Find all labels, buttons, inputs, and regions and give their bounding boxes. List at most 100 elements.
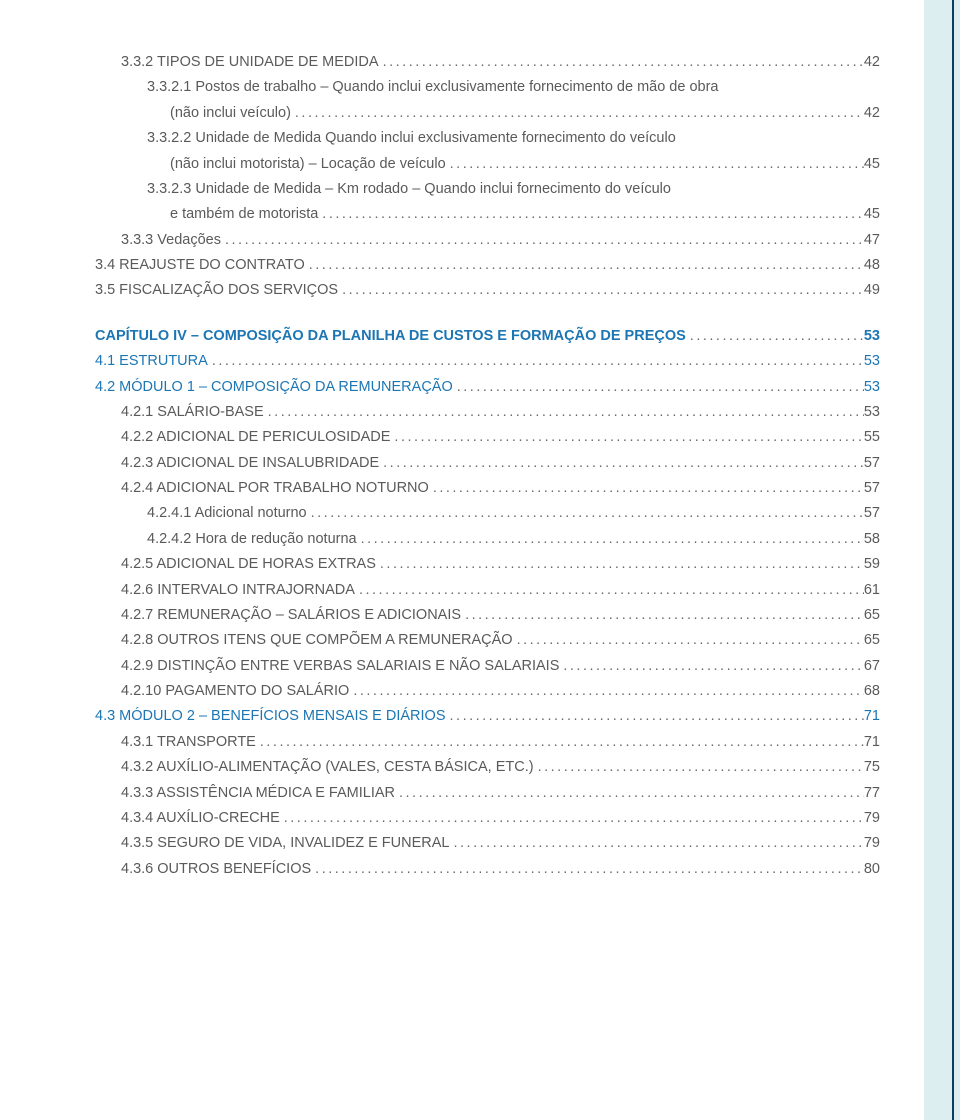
toc-line: 4.2.3 ADICIONAL DE INSALUBRIDADE........…: [95, 451, 880, 476]
toc-line: (não inclui motorista) – Locação de veíc…: [95, 152, 880, 177]
toc-label: 3.3.2.2 Unidade de Medida Quando inclui …: [147, 126, 676, 151]
toc-label: 4.2.7 REMUNERAÇÃO – SALÁRIOS E ADICIONAI…: [121, 603, 461, 628]
toc-line: 4.2.6 INTERVALO INTRAJORNADA............…: [95, 578, 880, 603]
toc-label: 4.2.9 DISTINÇÃO ENTRE VERBAS SALARIAIS E…: [121, 654, 559, 679]
toc-line: 4.2.9 DISTINÇÃO ENTRE VERBAS SALARIAIS E…: [95, 654, 880, 679]
toc-page: 53: [864, 349, 880, 374]
toc-line: 4.2.7 REMUNERAÇÃO – SALÁRIOS E ADICIONAI…: [95, 603, 880, 628]
toc-dots: ........................................…: [318, 202, 864, 227]
toc-label: 3.3.2.1 Postos de trabalho – Quando incl…: [147, 75, 719, 100]
toc-page: 53: [864, 324, 880, 349]
toc-label: 4.3.5 SEGURO DE VIDA, INVALIDEZ E FUNERA…: [121, 831, 450, 856]
toc-page: 42: [864, 101, 880, 126]
toc-dots: ........................................…: [379, 50, 864, 75]
toc-label: (não inclui veículo): [170, 101, 291, 126]
toc-line: 4.2.4.2 Hora de redução noturna.........…: [95, 527, 880, 552]
toc-label: 4.2 MÓDULO 1 – COMPOSIÇÃO DA REMUNERAÇÃO: [95, 375, 453, 400]
toc-page: 61: [864, 578, 880, 603]
toc-label: 4.3.2 AUXÍLIO-ALIMENTAÇÃO (VALES, CESTA …: [121, 755, 534, 780]
toc-label: 4.2.10 PAGAMENTO DO SALÁRIO: [121, 679, 349, 704]
toc-label: 3.4 REAJUSTE DO CONTRATO: [95, 253, 305, 278]
toc-page: 58: [864, 527, 880, 552]
toc-line: (não inclui veículo)....................…: [95, 101, 880, 126]
toc-line: 4.2.5 ADICIONAL DE HORAS EXTRAS.........…: [95, 552, 880, 577]
toc-dots: ........................................…: [338, 278, 864, 303]
toc-dots: ........................................…: [513, 628, 864, 653]
toc-label: CAPÍTULO IV – COMPOSIÇÃO DA PLANILHA DE …: [95, 324, 686, 349]
side-stripe: [952, 0, 954, 1120]
toc-label: 4.2.5 ADICIONAL DE HORAS EXTRAS: [121, 552, 376, 577]
toc-dots: ........................................…: [376, 552, 864, 577]
toc-line: 4.2 MÓDULO 1 – COMPOSIÇÃO DA REMUNERAÇÃO…: [95, 375, 880, 400]
toc-dots: ........................................…: [221, 228, 864, 253]
toc-label: 4.1 ESTRUTURA: [95, 349, 208, 374]
toc-dots: ........................................…: [291, 101, 864, 126]
toc-line: e também de motorista...................…: [95, 202, 880, 227]
toc-label: 3.5 FISCALIZAÇÃO DOS SERVIÇOS: [95, 278, 338, 303]
toc-dots: ........................................…: [349, 679, 864, 704]
toc-page: 77: [864, 781, 880, 806]
toc-page: 57: [864, 476, 880, 501]
toc-label: 4.3 MÓDULO 2 – BENEFÍCIOS MENSAIS E DIÁR…: [95, 704, 446, 729]
toc-line: 4.2.2 ADICIONAL DE PERICULOSIDADE.......…: [95, 425, 880, 450]
toc-line: 4.2.10 PAGAMENTO DO SALÁRIO.............…: [95, 679, 880, 704]
toc-dots: ........................................…: [390, 425, 863, 450]
toc-page: 71: [864, 730, 880, 755]
toc-dots: ........................................…: [357, 527, 864, 552]
toc-label: 4.3.1 TRANSPORTE: [121, 730, 256, 755]
toc-page: 53: [864, 375, 880, 400]
toc-page: 45: [864, 202, 880, 227]
toc-label: e também de motorista: [170, 202, 318, 227]
toc-dots: ........................................…: [559, 654, 863, 679]
toc-line: 4.3.1 TRANSPORTE........................…: [95, 730, 880, 755]
toc-dots: ........................................…: [453, 375, 864, 400]
toc-page: 67: [864, 654, 880, 679]
toc-line: 3.3.2.1 Postos de trabalho – Quando incl…: [95, 75, 880, 100]
toc-dots: ........................................…: [379, 451, 864, 476]
toc-line: 4.3 MÓDULO 2 – BENEFÍCIOS MENSAIS E DIÁR…: [95, 704, 880, 729]
toc-label: 3.3.3 Vedações: [121, 228, 221, 253]
toc-dots: ........................................…: [534, 755, 864, 780]
toc-label: 4.3.3 ASSISTÊNCIA MÉDICA E FAMILIAR: [121, 781, 395, 806]
toc-label: 4.3.6 OUTROS BENEFÍCIOS: [121, 857, 311, 882]
toc-dots: ........................................…: [305, 253, 864, 278]
toc-line: 4.2.4.1 Adicional noturno...............…: [95, 501, 880, 526]
toc-dots: ........................................…: [355, 578, 864, 603]
toc-line: 3.3.2 TIPOS DE UNIDADE DE MEDIDA........…: [95, 50, 880, 75]
toc-dots: ........................................…: [311, 857, 864, 882]
toc-line: 4.3.4 AUXÍLIO-CRECHE....................…: [95, 806, 880, 831]
toc-page: 48: [864, 253, 880, 278]
toc-page: 55: [864, 425, 880, 450]
toc-page: 57: [864, 451, 880, 476]
toc-label: 3.3.2.3 Unidade de Medida – Km rodado – …: [147, 177, 671, 202]
toc-page: 53: [864, 400, 880, 425]
toc-dots: ........................................…: [307, 501, 864, 526]
toc-line: 4.1 ESTRUTURA...........................…: [95, 349, 880, 374]
toc-page: 49: [864, 278, 880, 303]
spacer: [95, 304, 880, 324]
toc-label: 4.2.6 INTERVALO INTRAJORNADA: [121, 578, 355, 603]
toc-page: 45: [864, 152, 880, 177]
side-band: [924, 0, 960, 1120]
toc-line: CAPÍTULO IV – COMPOSIÇÃO DA PLANILHA DE …: [95, 324, 880, 349]
toc-dots: ........................................…: [256, 730, 864, 755]
toc-dots: ........................................…: [395, 781, 864, 806]
toc-label: 3.3.2 TIPOS DE UNIDADE DE MEDIDA: [121, 50, 379, 75]
toc-page: 65: [864, 603, 880, 628]
toc-label: 4.2.1 SALÁRIO-BASE: [121, 400, 264, 425]
toc-line: 3.3.3 Vedações..........................…: [95, 228, 880, 253]
toc-page: 79: [864, 831, 880, 856]
toc-page: 59: [864, 552, 880, 577]
toc-label: (não inclui motorista) – Locação de veíc…: [170, 152, 446, 177]
toc-line: 4.3.3 ASSISTÊNCIA MÉDICA E FAMILIAR.....…: [95, 781, 880, 806]
toc-label: 4.2.2 ADICIONAL DE PERICULOSIDADE: [121, 425, 390, 450]
toc-line: 4.3.5 SEGURO DE VIDA, INVALIDEZ E FUNERA…: [95, 831, 880, 856]
toc-label: 4.2.4.2 Hora de redução noturna: [147, 527, 357, 552]
toc-label: 4.2.3 ADICIONAL DE INSALUBRIDADE: [121, 451, 379, 476]
toc-dots: ........................................…: [429, 476, 864, 501]
toc-page: 57: [864, 501, 880, 526]
toc-line: 4.3.2 AUXÍLIO-ALIMENTAÇÃO (VALES, CESTA …: [95, 755, 880, 780]
toc-line: 4.3.6 OUTROS BENEFÍCIOS.................…: [95, 857, 880, 882]
toc-line: 4.2.8 OUTROS ITENS QUE COMPÕEM A REMUNER…: [95, 628, 880, 653]
toc-page: 80: [864, 857, 880, 882]
